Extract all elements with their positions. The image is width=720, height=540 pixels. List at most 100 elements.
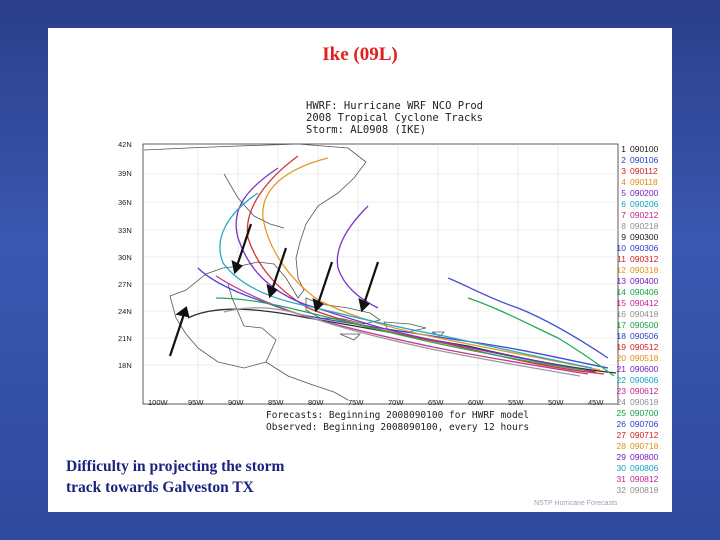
legend-entry-number: 25 [616, 408, 626, 418]
map-frame [142, 143, 619, 405]
lon-tick: 65W [428, 398, 444, 407]
legend-entry-number: 32 [616, 485, 626, 495]
lon-tick: 55W [508, 398, 524, 407]
legend-entry-number: 23 [616, 386, 626, 396]
legend-entry: 3 090112 [612, 166, 658, 176]
figure-footer-line: Forecasts: Beginning 2008090100 for HWRF… [266, 410, 530, 421]
legend-entry-code: 090100 [630, 144, 659, 154]
annotation-arrows [168, 223, 380, 357]
figure-header-line: 2008 Tropical Cyclone Tracks [306, 112, 484, 124]
figure-footer-line: Observed: Beginning 2008090100, every 12… [266, 422, 530, 433]
legend-entry: 4 090118 [612, 177, 657, 187]
slide: Ike (09L) [48, 28, 672, 512]
legend-entry: 24 090618 [612, 397, 659, 407]
credit-text: NSTP Hurricane Forecasts [534, 500, 618, 507]
legend-entry: 7 090212 [612, 210, 658, 220]
legend-entry-number: 29 [616, 452, 626, 462]
lat-tick: 30N [118, 253, 132, 262]
legend-entry-code: 090618 [630, 397, 659, 407]
legend-entry: 32 090818 [612, 485, 659, 495]
legend-entry-number: 6 [621, 199, 626, 209]
legend-entry-number: 21 [616, 364, 626, 374]
lon-tick: 85W [268, 398, 284, 407]
legend-entry-code: 090406 [630, 287, 659, 297]
lon-tick: 45W [588, 398, 604, 407]
legend-entry-number: 17 [616, 320, 626, 330]
slide-title: Ike (09L) [322, 44, 398, 65]
legend-entry-number: 20 [616, 353, 626, 363]
legend-entry-code: 090300 [630, 232, 659, 242]
legend-entry: 23 090612 [612, 386, 659, 396]
legend-entry-code: 090606 [630, 375, 659, 385]
slide-caption: Difficulty in projecting the storm track… [66, 458, 285, 496]
legend-entry: 18 090506 [612, 331, 659, 341]
legend-entry-number: 8 [621, 221, 626, 231]
legend-entry: 6 090206 [612, 199, 658, 209]
legend-entry-code: 090712 [630, 430, 659, 440]
legend-entry-number: 16 [616, 309, 626, 319]
legend-entry-number: 28 [616, 441, 626, 451]
legend-entry-code: 090306 [630, 243, 659, 253]
legend-entry-number: 12 [616, 265, 626, 275]
legend-entry-code: 090412 [630, 298, 659, 308]
legend-entry: 28 090718 [612, 441, 659, 451]
legend-entry-number: 30 [616, 463, 626, 473]
legend-entry-code: 090512 [630, 342, 659, 352]
legend-entry: 1 090100 [612, 144, 658, 154]
legend-entry-code: 090206 [630, 199, 659, 209]
legend-entry: 9 090300 [612, 232, 658, 242]
lon-tick: 90W [228, 398, 244, 407]
lon-tick: 100W [148, 398, 168, 407]
legend-entry-number: 15 [616, 298, 626, 308]
legend-entry-code: 090718 [630, 441, 659, 451]
lon-tick: 80W [308, 398, 324, 407]
legend-entry-code: 090400 [630, 276, 659, 286]
legend-entry: 5 090200 [612, 188, 658, 198]
legend-entry-code: 090212 [630, 210, 659, 220]
legend-entry-number: 1 [621, 144, 626, 154]
lat-tick: 27N [118, 280, 132, 289]
legend-entry-number: 4 [621, 177, 626, 187]
legend-entry-code: 090318 [630, 265, 659, 275]
legend-entry-number: 9 [621, 232, 626, 242]
legend-entry-code: 090500 [630, 320, 659, 330]
legend-entry: 10 090306 [612, 243, 659, 253]
legend-entry: 26 090706 [612, 419, 659, 429]
legend-entry-code: 090818 [630, 485, 659, 495]
legend-entry: 22 090606 [612, 375, 659, 385]
legend-entry-code: 090706 [630, 419, 659, 429]
legend-entry: 31 090812 [612, 474, 659, 484]
legend-entry: 17 090500 [612, 320, 659, 330]
legend-entry-number: 3 [621, 166, 626, 176]
legend-entry: 27 090712 [612, 430, 659, 440]
lon-tick: 50W [548, 398, 564, 407]
lat-tick: 33N [118, 226, 132, 235]
legend-entry: 19 090512 [612, 342, 659, 352]
legend-entry-code: 090812 [630, 474, 659, 484]
hurricane-track-map [142, 143, 619, 405]
legend-entry-number: 10 [616, 243, 626, 253]
legend-entry-number: 5 [621, 188, 626, 198]
lat-tick: 21N [118, 334, 132, 343]
legend-entry: 14 090406 [612, 287, 659, 297]
lon-tick: 60W [468, 398, 484, 407]
legend-entry-code: 090418 [630, 309, 659, 319]
legend-entry-code: 090800 [630, 452, 659, 462]
legend-entry: 12 090318 [612, 265, 659, 275]
lat-tick: 24N [118, 307, 132, 316]
lat-tick: 18N [118, 361, 132, 370]
lat-tick: 42N [118, 140, 132, 149]
legend-entry-code: 090600 [630, 364, 659, 374]
legend-entry-number: 2 [621, 155, 626, 165]
legend-entry: 13 090400 [612, 276, 659, 286]
legend-entry-code: 090518 [630, 353, 659, 363]
lat-tick: 36N [118, 198, 132, 207]
legend-entry-number: 27 [616, 430, 626, 440]
legend-entry-code: 090106 [630, 155, 659, 165]
legend-entry-code: 090112 [630, 166, 658, 176]
legend-entry: 8 090218 [612, 221, 658, 231]
legend-entry-number: 18 [616, 331, 626, 341]
legend-entry: 21 090600 [612, 364, 659, 374]
figure-header-line: HWRF: Hurricane WRF NCO Prod [306, 100, 484, 112]
legend-entry: 20 090518 [612, 353, 659, 363]
